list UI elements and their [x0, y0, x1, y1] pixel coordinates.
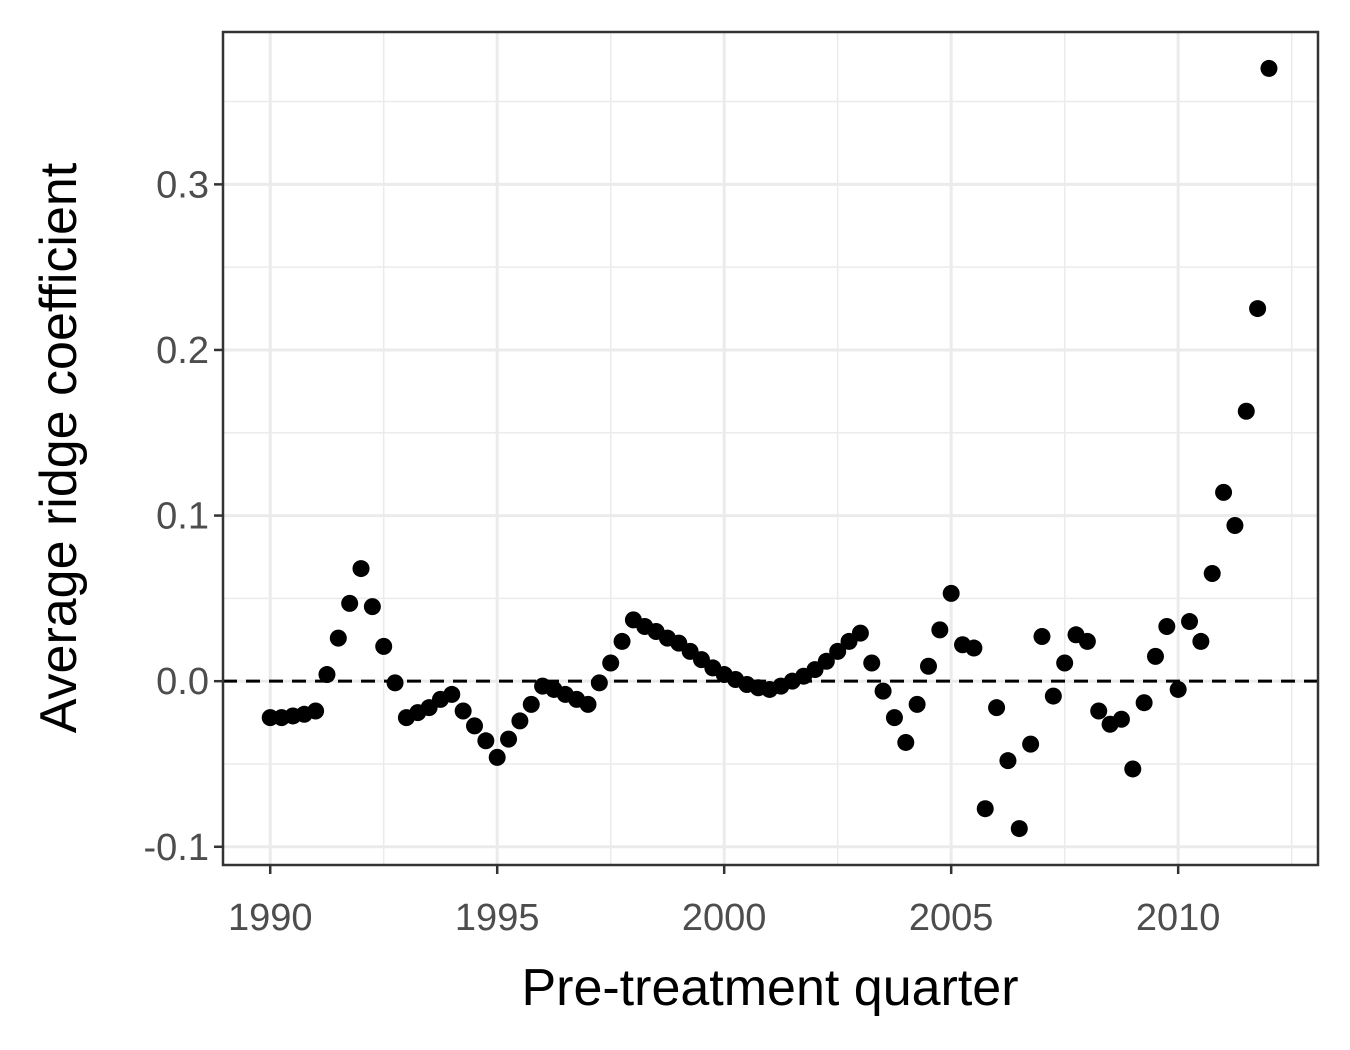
- point: [1260, 59, 1278, 77]
- point: [1215, 483, 1233, 501]
- point: [1056, 654, 1074, 672]
- point: [919, 657, 937, 675]
- point: [1044, 687, 1062, 705]
- point: [908, 695, 926, 713]
- point: [1112, 710, 1130, 728]
- point: [1146, 647, 1164, 665]
- y-tick-label: 0.0: [156, 661, 209, 703]
- point: [579, 695, 597, 713]
- point: [307, 702, 325, 720]
- point: [386, 674, 404, 692]
- point: [817, 652, 835, 670]
- point: [363, 598, 381, 616]
- x-axis-title: Pre-treatment quarter: [521, 959, 1018, 1017]
- x-tick-label: 2000: [682, 897, 767, 939]
- point: [488, 748, 506, 766]
- point: [466, 717, 484, 735]
- x-tick-label: 1995: [455, 897, 540, 939]
- point: [829, 642, 847, 660]
- point: [976, 800, 994, 818]
- point: [999, 752, 1017, 770]
- y-axis-title: Average ridge coefficient: [30, 162, 88, 733]
- point: [341, 594, 359, 612]
- point: [1135, 694, 1153, 712]
- point: [1010, 820, 1028, 838]
- plot-border: [221, 30, 1320, 867]
- point: [454, 702, 472, 720]
- point: [443, 685, 461, 703]
- point: [1078, 632, 1096, 650]
- point: [477, 732, 495, 750]
- point: [613, 632, 631, 650]
- point: [375, 637, 393, 655]
- point: [1181, 613, 1199, 631]
- point: [1169, 680, 1187, 698]
- point: [511, 712, 529, 730]
- point: [1237, 402, 1255, 420]
- point: [590, 674, 608, 692]
- y-tick-label: -0.1: [144, 827, 209, 869]
- point: [1203, 565, 1221, 583]
- x-tick-label: 2005: [909, 897, 994, 939]
- x-tick-label: 2010: [1136, 897, 1221, 939]
- point: [1249, 300, 1267, 318]
- point: [522, 695, 540, 713]
- point: [942, 584, 960, 602]
- x-tick-label: 1990: [228, 897, 313, 939]
- point: [318, 666, 336, 684]
- point: [1192, 632, 1210, 650]
- point: [329, 629, 347, 647]
- y-tick-label: 0.2: [156, 330, 209, 372]
- point: [874, 682, 892, 700]
- point: [1022, 735, 1040, 753]
- point: [1090, 702, 1108, 720]
- y-tick-label: 0.1: [156, 496, 209, 538]
- point: [851, 624, 869, 642]
- point: [965, 639, 983, 657]
- point: [931, 621, 949, 639]
- point: [863, 654, 881, 672]
- y-tick-label: 0.3: [156, 164, 209, 206]
- point: [352, 560, 370, 578]
- point: [1226, 517, 1244, 535]
- point: [1158, 618, 1176, 636]
- point: [1124, 760, 1142, 778]
- point: [602, 654, 620, 672]
- point: [500, 730, 518, 748]
- point: [1033, 627, 1051, 645]
- point: [988, 699, 1006, 717]
- point: [885, 709, 903, 727]
- point: [897, 733, 915, 751]
